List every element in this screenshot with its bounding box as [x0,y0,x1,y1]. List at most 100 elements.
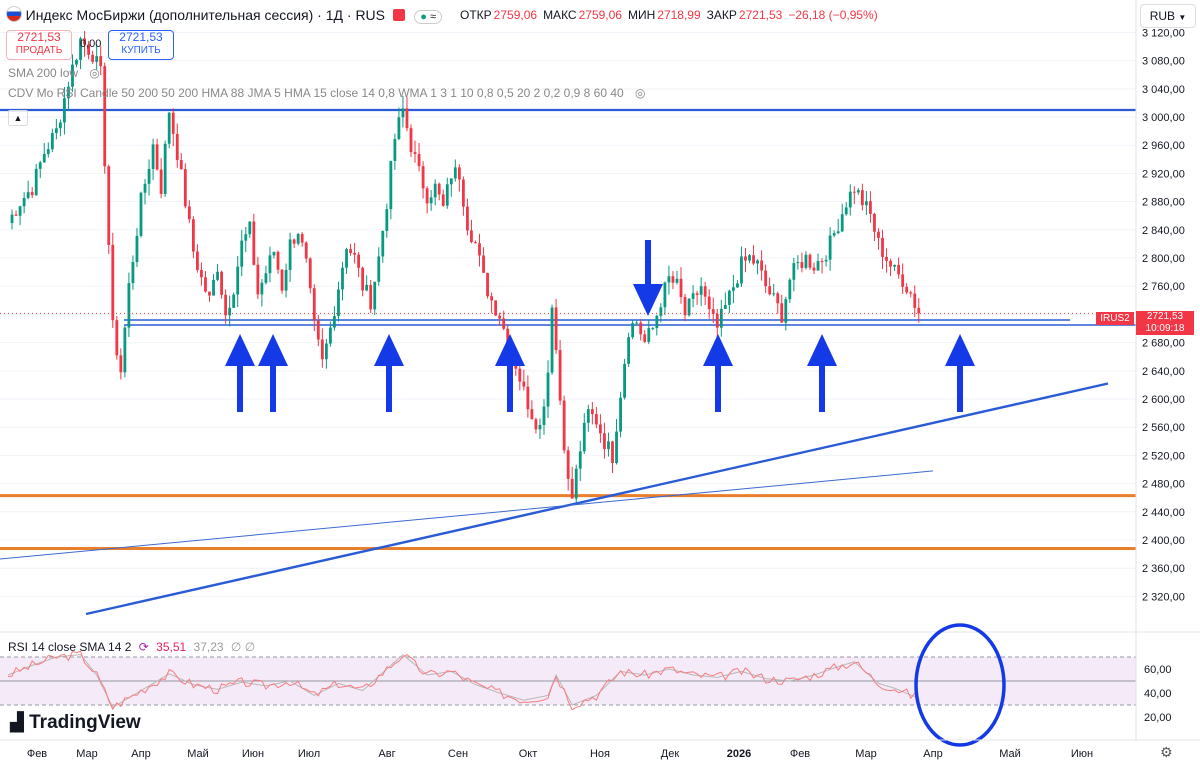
candle-body [123,327,127,373]
candle-body [183,169,187,207]
candle-body [38,162,42,169]
candle-body [353,252,356,255]
sma-indicator-label[interactable]: SMA 200 low ◎ [8,66,100,80]
x-tick-label: Апр [923,748,942,760]
candle-body [42,153,46,163]
chart-title[interactable]: Индекс МосБиржи (дополнительная сессия) … [25,7,386,23]
cdv-indicator-label[interactable]: CDV Mo RSI Candle 50 200 50 200 HMA 88 J… [8,86,646,100]
eye-hidden-icon[interactable]: ◎ [635,86,646,100]
spread-value: 0,00 [80,38,102,50]
candle-body [784,299,788,323]
time-axis: Фев Мар Апр Май Июн Июл Авг Сен Окт Ноя Дек 2026 Фев… [0,739,1200,760]
y-tick-label: 2 800,00 [1142,253,1185,265]
bar-timer: 10:09:18 [1145,323,1185,334]
candle-body [873,213,876,232]
candle-body [204,277,207,292]
tradingview-logo[interactable]: ▟ TradingView [10,712,141,734]
candle-body [320,339,324,360]
candle-body [594,414,598,425]
candle-body [647,328,651,342]
sell-button[interactable]: 2721,53 ПРОДАТЬ [6,30,72,60]
annotation-arrows [225,240,975,412]
candle-body [151,144,155,169]
candle-body [381,230,385,257]
arrow-up-icon [807,334,837,412]
currency-select[interactable]: RUB ▼ [1140,4,1196,28]
ohlc-values: ОТКР 2759,06 МАКС 2759,06 МИН 2718,99 ЗАКР 2721… [460,8,878,22]
candle-body [417,153,421,167]
candle-body [687,298,691,316]
ohlc-label: МАКС [543,8,577,22]
candle-body [357,254,361,268]
y-tick-label: 2 560,00 [1142,422,1185,434]
refresh-icon[interactable]: ⟳ [138,640,149,654]
last-price: 2721,53 [1146,311,1184,322]
y-tick-label: 2 320,00 [1142,591,1185,603]
x-tick-label: Ноя [590,748,610,760]
candle-body [83,38,86,45]
candle-body [607,441,610,450]
flag-icon [6,6,22,22]
settings-gear-icon[interactable]: ⚙ [1160,744,1173,760]
candle-body [377,256,381,282]
candle-body [470,230,473,243]
candle-body [10,214,14,223]
candle-body [453,167,457,179]
candle-body [772,293,776,295]
candle-body [736,283,739,288]
candle-body [22,197,26,207]
price-axis: 3 120,00 3 080,00 3 040,00 3 000,00 2 960,00… [1135,0,1185,740]
candle-body [127,283,131,328]
trend-line [85,382,1109,616]
candle-body [79,38,82,60]
buy-button[interactable]: 2721,53 КУПИТЬ [108,30,174,60]
rsi-panel: 60,00 40,00 20,00 [0,623,1200,747]
candle-body [433,183,437,198]
candle-body [534,419,538,430]
x-tick-label: Апр [131,748,150,760]
candle-body [252,221,256,265]
y-tick-label: 2 680,00 [1142,338,1185,350]
candle-body [905,286,909,293]
candle-body [220,271,223,295]
buy-label: КУПИТЬ [121,45,161,56]
rsi-indicator-label[interactable]: RSI 14 close SMA 14 2 ⟳ 35,51 37,23 ∅ ∅ [8,640,255,654]
candle-body [167,112,171,144]
candle-body [703,286,707,297]
alert-icon[interactable] [392,9,405,21]
candle-body [361,267,365,291]
collapse-icon[interactable]: ▲ [8,110,28,126]
x-tick-label: Мар [855,748,877,760]
candle-body [832,233,836,236]
arrow-up-icon [703,334,733,412]
candle-body [345,249,348,268]
currency-label: RUB [1149,9,1176,23]
candle-body [466,206,469,231]
rsi-value: 35,51 [156,640,187,654]
candle-body [550,307,554,373]
candle-body [901,274,905,287]
candle-body [679,278,683,298]
candle-body [212,279,215,296]
status-indicator[interactable]: ● ≈ [414,10,443,24]
candle-body [30,192,34,196]
arrow-up-icon [225,334,255,412]
candle-body [917,307,921,314]
candle-body [796,262,800,264]
candle-body [623,363,626,398]
sma-text: SMA 200 low [8,66,79,80]
candle-body [115,320,119,356]
candle-body [373,281,377,310]
candle-body [893,264,896,267]
candle-body [675,278,679,283]
eye-hidden-icon[interactable]: ◎ [89,66,100,80]
candle-body [671,276,675,283]
candle-body [482,255,485,273]
symbol-tag: IRUS2 [1096,312,1134,325]
candle-body [280,269,284,291]
candle-body [566,450,570,479]
candle-body [159,169,163,194]
ohlc-value: 2721,53 [738,8,783,22]
candle-body [292,239,296,244]
